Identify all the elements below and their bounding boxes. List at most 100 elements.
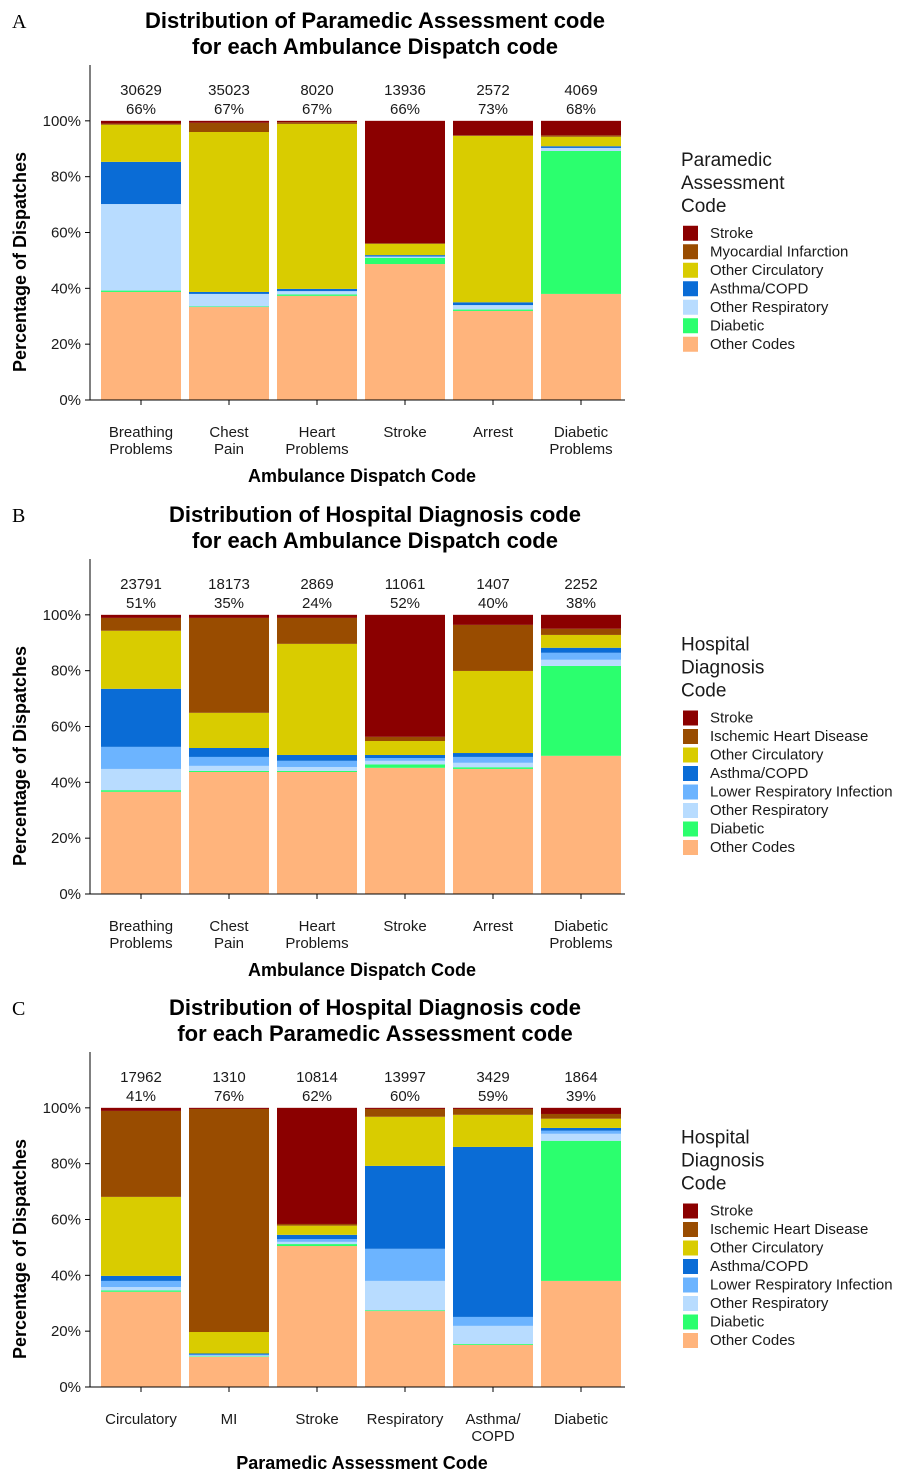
bar-segment (189, 306, 269, 308)
bar-segment (189, 307, 269, 400)
chart-title: Distribution of Paramedic Assessment cod… (145, 8, 605, 59)
bar-segment (189, 770, 269, 773)
y-tick-label: 60% (51, 719, 81, 736)
bar-segment (189, 1355, 269, 1357)
bar-segment (541, 755, 621, 894)
panel-label: C (12, 998, 25, 1020)
bar-segment (365, 767, 445, 894)
legend-swatch (683, 1222, 698, 1237)
panel-label: B (12, 505, 25, 527)
x-tick-label: Heart Problems (285, 918, 348, 952)
bar-segment (365, 754, 445, 759)
legend-swatch (683, 299, 698, 315)
bar-segment (277, 122, 357, 124)
legend-label: Other Circulatory (710, 1240, 824, 1257)
bar-segment (453, 670, 533, 754)
bar-segment (453, 767, 533, 769)
legend-label: Asthma/COPD (710, 1258, 809, 1275)
bar-segment (189, 293, 269, 307)
bar-segment (101, 1196, 181, 1276)
bar-segment (101, 291, 181, 400)
bar-segment (101, 1287, 181, 1291)
bar-segment (365, 614, 445, 737)
y-tick-label: 60% (51, 225, 81, 242)
y-tick-label: 40% (51, 774, 81, 791)
total-label: 11061 (385, 576, 426, 593)
x-axis-title: Ambulance Dispatch Code (248, 466, 476, 486)
bar-segment (189, 765, 269, 771)
bar-segment (189, 291, 269, 294)
percent-label: 60% (390, 1088, 420, 1105)
bar-segment (453, 1108, 533, 1115)
bar-segment (453, 1344, 533, 1345)
bar-segment (453, 305, 533, 310)
x-tick-label: Diabetic Problems (549, 918, 612, 952)
bar-segment (541, 659, 621, 666)
x-tick-label: Asthma/COPD (465, 1411, 521, 1445)
y-tick-label: 80% (51, 1156, 81, 1173)
x-tick-label: Arrest (473, 424, 514, 441)
y-tick-label: 20% (51, 336, 81, 353)
percent-label: 41% (126, 1088, 156, 1105)
legend-swatch (683, 840, 698, 855)
bar-segment (101, 791, 181, 894)
bar-segment (277, 1239, 357, 1242)
percent-label: 66% (390, 101, 420, 118)
total-label: 1407 (476, 576, 509, 593)
bar-segment (189, 1356, 269, 1357)
bar-segment (541, 1107, 621, 1114)
bar-segment (541, 1280, 621, 1387)
percent-label: 68% (566, 101, 596, 118)
bar-segment (365, 760, 445, 765)
x-tick-label: Heart Problems (285, 424, 348, 458)
legend-label: Diabetic (710, 821, 765, 838)
bar-segment (277, 1244, 357, 1247)
legend-swatch (683, 803, 698, 818)
x-tick-label: Breathing Problems (109, 918, 173, 952)
bar-segment (365, 243, 445, 244)
y-tick-label: 0% (59, 392, 81, 409)
bar-segment (277, 295, 357, 400)
bar-segment (365, 1165, 445, 1249)
bar-segment (453, 624, 533, 671)
bar-segment (101, 123, 181, 125)
legend-swatch (683, 784, 698, 800)
bar-segment (189, 122, 269, 132)
x-tick-label: Arrest (473, 918, 514, 935)
legend-swatch (683, 1296, 698, 1311)
legend-swatch (683, 1277, 698, 1293)
legend-label: Myocardial Infarction (710, 243, 848, 260)
chart-title: Distribution of Hospital Diagnosis code f… (169, 995, 581, 1046)
y-tick-label: 40% (51, 1267, 81, 1284)
legend-swatch (683, 262, 698, 278)
legend-swatch (683, 336, 698, 352)
bar-segment (365, 1116, 445, 1166)
legend-swatch (683, 747, 698, 763)
bar-segment (277, 1234, 357, 1240)
bar-segment (277, 754, 357, 761)
bar-segment (365, 255, 445, 257)
legend-swatch (683, 1203, 698, 1219)
total-label: 10814 (296, 1069, 338, 1086)
bar-segment (365, 758, 445, 761)
bar-segment (541, 647, 621, 653)
total-label: 13936 (384, 82, 426, 99)
total-label: 18173 (208, 576, 250, 593)
legend-label: Other Respiratory (710, 1295, 829, 1312)
bar-segment (365, 1107, 445, 1109)
bar-segment (277, 1225, 357, 1235)
bar-segment (453, 1316, 533, 1326)
bar-segment (541, 293, 621, 400)
total-label: 1310 (212, 1069, 245, 1086)
bar-segment (541, 634, 621, 648)
y-tick-label: 20% (51, 830, 81, 847)
bar-segment (453, 762, 533, 768)
bar-segment (277, 770, 357, 773)
bar-segment (365, 1280, 445, 1311)
bar-segment (541, 146, 621, 148)
bar-segment (541, 120, 621, 136)
bar-segment (189, 712, 269, 748)
y-tick-label: 20% (51, 1323, 81, 1340)
bar-segment (277, 643, 357, 755)
legend-swatch (683, 281, 698, 297)
